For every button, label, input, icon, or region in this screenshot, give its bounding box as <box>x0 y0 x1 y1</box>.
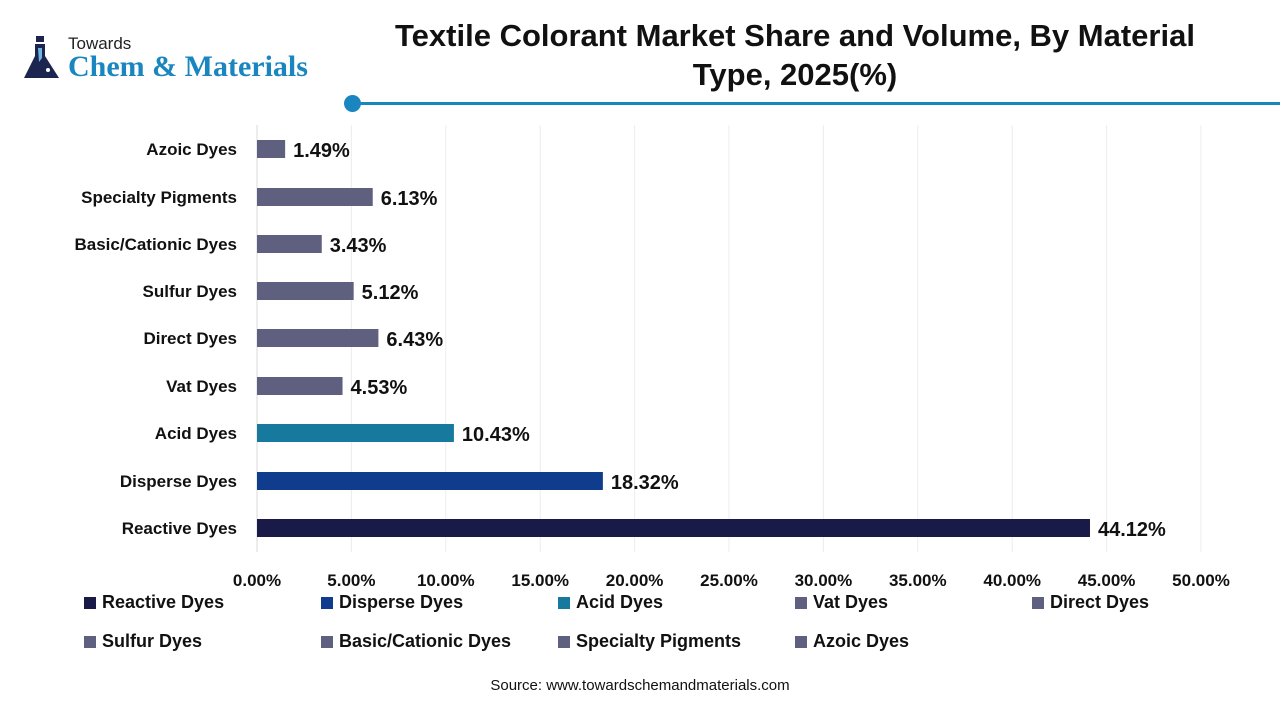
legend-label: Sulfur Dyes <box>102 631 203 651</box>
bar <box>257 188 373 206</box>
chart-title: Textile Colorant Market Share and Volume… <box>395 18 1195 92</box>
data-label: 5.12% <box>362 282 419 304</box>
bar <box>257 424 454 442</box>
x-tick-label: 25.00% <box>700 571 758 590</box>
legend-item: Reactive Dyes <box>84 592 224 613</box>
category-label: Specialty Pigments <box>81 188 237 207</box>
legend-label: Direct Dyes <box>1050 592 1150 612</box>
bar <box>257 519 1090 537</box>
bar <box>257 235 322 253</box>
category-label: Azoic Dyes <box>146 140 237 159</box>
category-label: Sulfur Dyes <box>143 282 237 301</box>
logo-towards: Towards <box>68 34 132 53</box>
x-tick-label: 5.00% <box>327 571 375 590</box>
x-tick-label: 10.00% <box>417 571 475 590</box>
legend-item: Vat Dyes <box>795 592 888 613</box>
legend-swatch <box>1032 596 1044 609</box>
legend-label: Azoic Dyes <box>813 631 910 651</box>
source-text: Source: www.towardschemandmaterials.com <box>490 677 790 694</box>
x-tick-label: 40.00% <box>983 571 1041 590</box>
divider-dot <box>344 95 361 112</box>
legend-label: Disperse Dyes <box>339 592 464 612</box>
legend-item: Direct Dyes <box>1032 592 1149 613</box>
data-label: 10.43% <box>462 424 530 446</box>
bar <box>257 282 354 300</box>
data-label: 18.32% <box>611 472 679 494</box>
legend-item: Disperse Dyes <box>321 592 463 613</box>
legend-label: Vat Dyes <box>813 592 889 612</box>
flask-icon <box>24 36 59 78</box>
bar <box>257 329 379 347</box>
legend-item: Specialty Pigments <box>558 631 741 652</box>
legend-swatch <box>84 635 96 648</box>
bar-chart: 0.00% 5.00% 10.00% 15.00% 20.00% 25.00% 30.00%… <box>74 125 1230 590</box>
legend-item: Azoic Dyes <box>795 631 909 652</box>
legend-swatch <box>84 596 96 609</box>
legend-swatch <box>795 596 807 609</box>
bar <box>257 472 603 490</box>
data-label: 44.12% <box>1098 519 1166 541</box>
legend-swatch <box>558 596 570 609</box>
category-label: Reactive Dyes <box>122 519 237 538</box>
legend-label: Reactive Dyes <box>102 592 225 612</box>
title-divider <box>352 102 1280 105</box>
category-label: Acid Dyes <box>155 424 237 443</box>
x-tick-label: 30.00% <box>795 571 853 590</box>
data-label: 4.53% <box>351 377 408 399</box>
x-tick-label: 20.00% <box>606 571 664 590</box>
data-label: 3.43% <box>330 235 387 257</box>
legend-item: Sulfur Dyes <box>84 631 202 652</box>
legend-item: Acid Dyes <box>558 592 663 613</box>
legend-swatch <box>558 635 570 648</box>
x-tick-label: 35.00% <box>889 571 947 590</box>
legend-swatch <box>795 635 807 648</box>
data-label: 6.13% <box>381 188 438 210</box>
x-tick-label: 50.00% <box>1172 571 1230 590</box>
legend-item: Basic/Cationic Dyes <box>321 631 511 652</box>
x-tick-label: 15.00% <box>511 571 569 590</box>
data-label: 6.43% <box>386 329 443 351</box>
category-label: Vat Dyes <box>166 377 237 396</box>
category-label: Basic/Cationic Dyes <box>74 235 237 254</box>
bar <box>257 377 343 395</box>
legend-label: Basic/Cationic Dyes <box>339 631 512 651</box>
legend-swatch <box>321 596 333 609</box>
legend-label: Acid Dyes <box>576 592 664 612</box>
x-tick-label: 45.00% <box>1078 571 1136 590</box>
legend-swatch <box>321 635 333 648</box>
bar <box>257 140 286 158</box>
data-label: 1.49% <box>293 140 350 162</box>
logo: Towards Chem & Materials <box>22 34 342 86</box>
legend-label: Specialty Pigments <box>576 631 742 651</box>
logo-brand: Chem & Materials <box>68 50 308 83</box>
category-label: Disperse Dyes <box>120 472 237 491</box>
category-label: Direct Dyes <box>143 329 237 348</box>
x-tick-label: 0.00% <box>233 571 281 590</box>
